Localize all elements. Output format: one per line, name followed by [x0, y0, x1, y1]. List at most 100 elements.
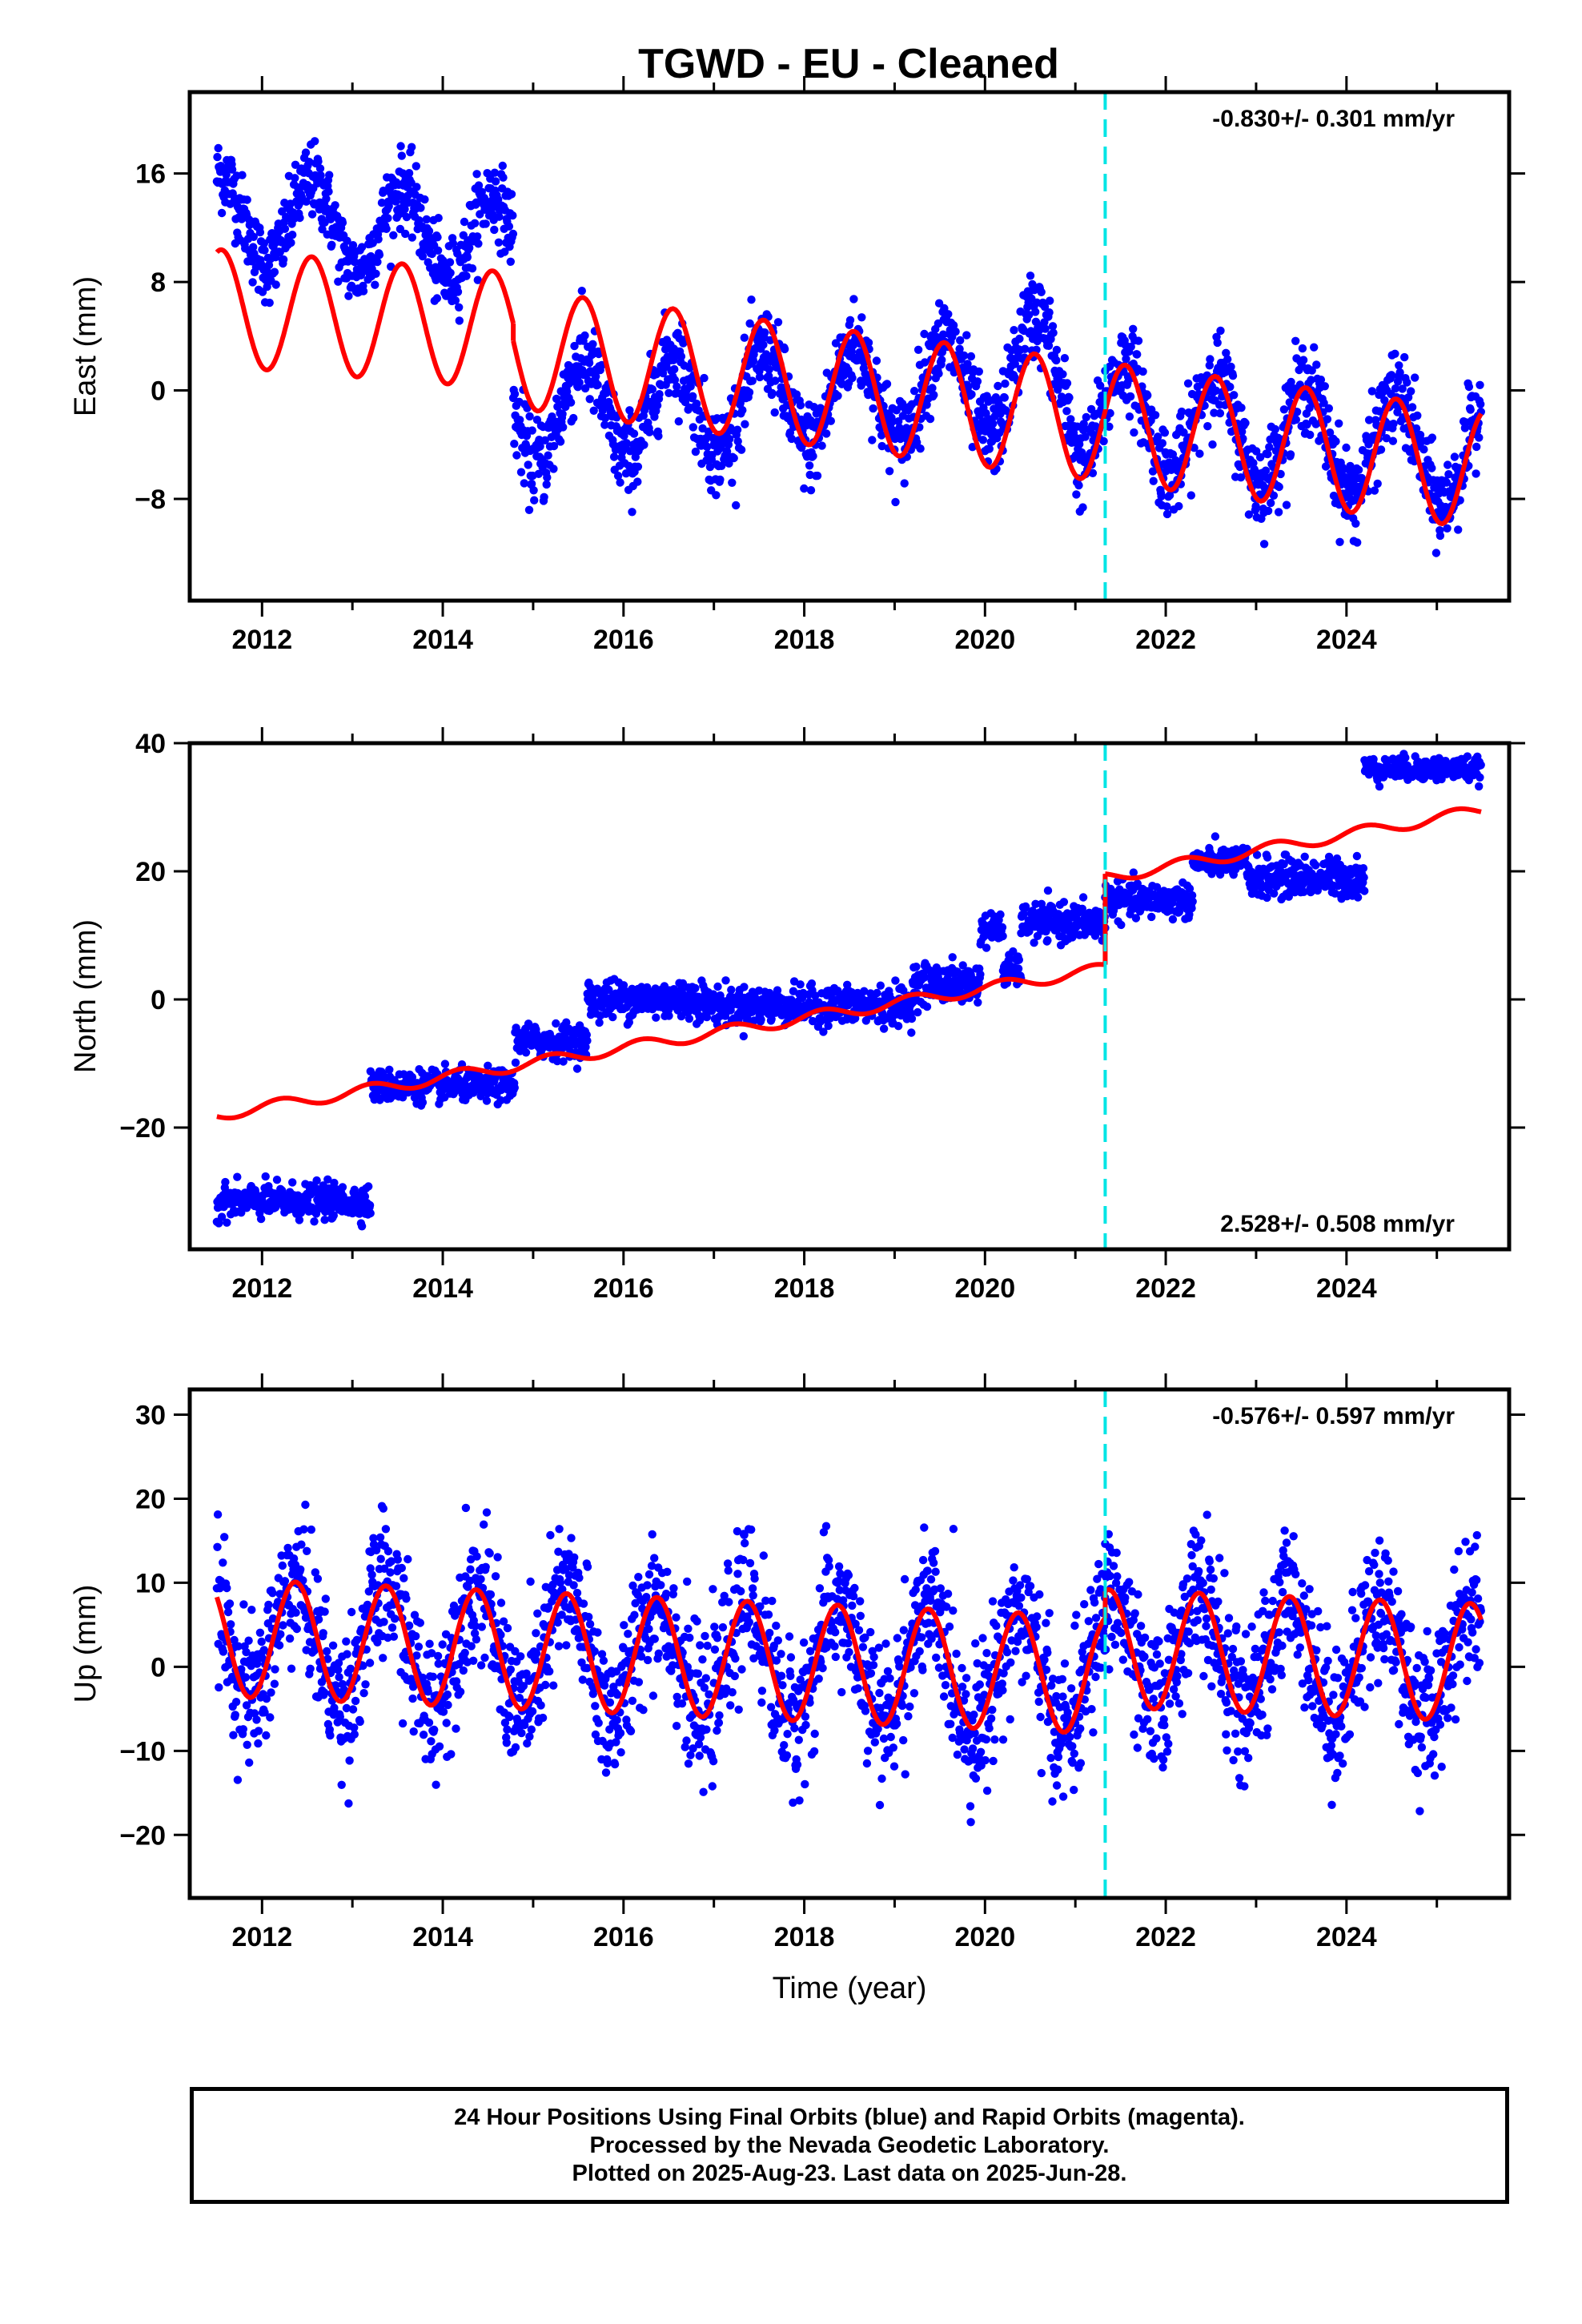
- data-point: [1353, 893, 1363, 902]
- data-point: [1131, 914, 1141, 923]
- data-point: [1014, 955, 1024, 964]
- data-point: [295, 1216, 304, 1224]
- data-point: [516, 416, 524, 424]
- data-point: [648, 385, 657, 394]
- data-point: [327, 240, 336, 249]
- data-point: [324, 1184, 333, 1193]
- data-point: [271, 280, 280, 289]
- data-point: [811, 991, 820, 1000]
- data-point: [566, 398, 576, 407]
- data-point: [1143, 391, 1152, 400]
- data-point: [1376, 445, 1386, 454]
- data-point: [324, 187, 333, 196]
- data-point: [1238, 427, 1247, 436]
- data-point: [1030, 939, 1038, 947]
- data-point: [1346, 461, 1355, 471]
- data-point: [1117, 920, 1126, 930]
- data-point: [570, 341, 579, 351]
- data-point: [994, 381, 1002, 391]
- data-point: [1213, 338, 1222, 348]
- data-point: [1049, 328, 1058, 337]
- data-point: [976, 970, 985, 979]
- data-point: [373, 257, 382, 267]
- data-point: [1395, 361, 1403, 370]
- data-point: [1230, 391, 1239, 400]
- data-point: [1078, 904, 1087, 914]
- data-point: [440, 1059, 450, 1068]
- data-point: [1043, 936, 1052, 945]
- data-point: [400, 205, 409, 214]
- data-point: [771, 376, 780, 385]
- data-point: [222, 170, 231, 179]
- data-point: [408, 233, 416, 242]
- data-point: [900, 479, 909, 488]
- data-point: [940, 304, 949, 313]
- data-point: [1360, 887, 1369, 895]
- data-point: [1310, 343, 1319, 352]
- data-point: [1133, 350, 1142, 359]
- data-point: [665, 1011, 673, 1020]
- data-point: [1393, 408, 1402, 416]
- data-point: [806, 486, 816, 495]
- data-point: [1082, 412, 1091, 422]
- data-point: [217, 1212, 227, 1221]
- model-fit-line: [215, 247, 516, 387]
- data-point: [320, 1216, 329, 1224]
- data-point: [463, 253, 472, 262]
- data-point: [1001, 379, 1010, 388]
- data-point: [371, 269, 380, 278]
- data-point: [736, 398, 745, 408]
- chart-title: TGWD - EU - Cleaned: [638, 41, 1059, 87]
- data-point: [385, 1065, 394, 1075]
- data-point: [1324, 852, 1334, 862]
- data-point: [1335, 419, 1343, 428]
- data-point: [1259, 540, 1269, 549]
- data-point: [1134, 336, 1143, 345]
- data-point: [344, 292, 353, 300]
- data-point: [481, 219, 490, 228]
- data-point: [348, 241, 358, 250]
- data-point: [338, 1183, 347, 1192]
- data-point: [891, 497, 900, 507]
- data-point: [613, 472, 623, 480]
- data-point: [1275, 482, 1283, 492]
- data-point: [1228, 372, 1238, 380]
- data-point: [1041, 324, 1050, 333]
- data-point: [673, 1006, 682, 1015]
- data-point: [559, 1057, 568, 1066]
- data-point: [1130, 428, 1138, 437]
- data-point: [343, 236, 351, 245]
- data-point: [291, 174, 299, 183]
- data-point: [1370, 486, 1379, 495]
- data-point: [495, 212, 504, 221]
- data-point: [433, 246, 443, 255]
- data-point: [470, 219, 480, 227]
- data-point: [877, 441, 886, 451]
- data-point: [934, 299, 944, 308]
- data-point: [1269, 491, 1279, 500]
- data-point: [1407, 403, 1417, 412]
- data-point: [891, 976, 900, 985]
- data-point: [633, 477, 642, 486]
- data-point: [1149, 476, 1158, 485]
- data-point: [499, 173, 508, 182]
- data-point: [1319, 399, 1328, 408]
- data-point: [1162, 509, 1172, 519]
- data-point: [622, 439, 631, 448]
- data-point: [272, 1176, 282, 1184]
- data-point: [1165, 491, 1174, 500]
- data-point: [580, 384, 590, 393]
- data-point: [885, 467, 894, 476]
- data-point: [916, 444, 925, 453]
- data-point: [1043, 886, 1053, 895]
- data-point: [1466, 405, 1475, 414]
- data-point: [985, 444, 994, 453]
- data-point: [1403, 378, 1411, 387]
- data-point: [1086, 404, 1096, 414]
- data-point: [872, 356, 881, 365]
- data-point: [214, 143, 223, 153]
- data-point: [1373, 479, 1382, 489]
- data-point: [312, 1176, 321, 1185]
- data-point: [473, 232, 482, 241]
- data-point: [295, 213, 304, 223]
